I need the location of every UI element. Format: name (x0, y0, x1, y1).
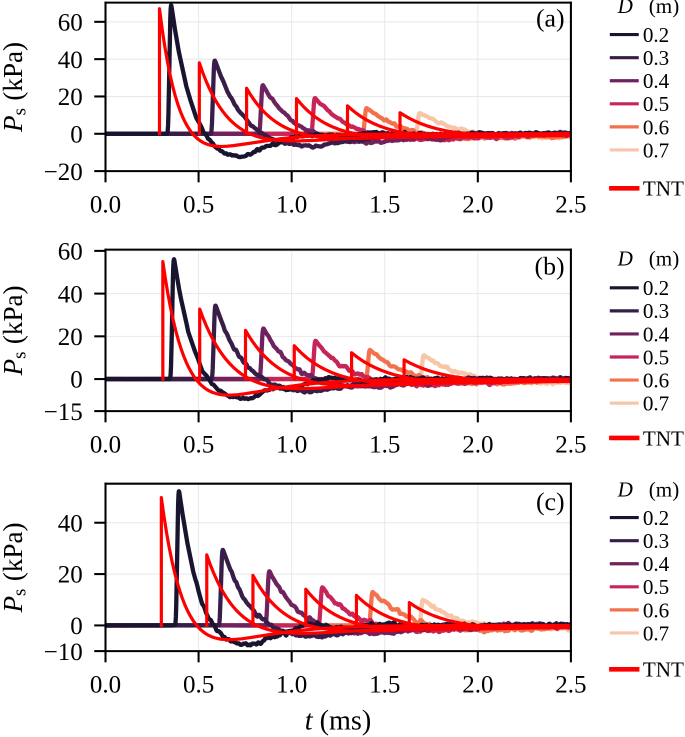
svg-text:0.5: 0.5 (183, 672, 214, 699)
svg-text:0.5: 0.5 (643, 92, 669, 116)
svg-text:−15: −15 (44, 399, 83, 426)
svg-text:2.5: 2.5 (555, 432, 586, 459)
svg-text:0.3: 0.3 (643, 299, 669, 323)
svg-text:0.0: 0.0 (90, 432, 121, 459)
svg-text:0: 0 (70, 121, 83, 148)
svg-text:0.5: 0.5 (643, 345, 669, 369)
svg-text:D: D ( m ) (617, 0, 680, 18)
svg-text:0: 0 (70, 613, 83, 640)
svg-text:40: 40 (58, 47, 83, 74)
svg-text:(c): (c) (536, 487, 565, 516)
svg-text:2.5: 2.5 (555, 192, 586, 219)
svg-text:2.0: 2.0 (462, 672, 493, 699)
svg-text:1.0: 1.0 (276, 192, 307, 219)
svg-text:20: 20 (58, 324, 83, 351)
svg-text:−20: −20 (44, 159, 83, 186)
svg-text:0.6: 0.6 (643, 115, 669, 139)
svg-text:0.2: 0.2 (643, 23, 669, 47)
svg-text:D: D ( m ) (617, 245, 680, 270)
svg-text:t ( m: t ( m s ) (305, 706, 371, 737)
svg-text:0.6: 0.6 (643, 598, 669, 622)
svg-text:0.2: 0.2 (643, 506, 669, 530)
svg-text:0.2: 0.2 (643, 276, 669, 300)
svg-text:1.0: 1.0 (276, 432, 307, 459)
svg-text:−10: −10 (44, 639, 83, 666)
svg-text:60: 60 (58, 239, 83, 266)
svg-text:0.4: 0.4 (643, 322, 670, 346)
svg-text:0.3: 0.3 (643, 529, 669, 553)
svg-text:0: 0 (70, 367, 83, 394)
svg-text:0.7: 0.7 (643, 621, 669, 645)
svg-text:0.4: 0.4 (643, 69, 670, 93)
svg-text:40: 40 (58, 510, 83, 537)
svg-text:P s (: P s ( k P a ) (0, 42, 31, 133)
svg-text:(b): (b) (534, 251, 564, 280)
svg-text:0.3: 0.3 (643, 46, 669, 70)
svg-text:0.5: 0.5 (183, 192, 214, 219)
svg-text:2.5: 2.5 (555, 672, 586, 699)
svg-text:1.0: 1.0 (276, 672, 307, 699)
svg-text:TNT: TNT (643, 426, 684, 450)
svg-text:2.0: 2.0 (462, 432, 493, 459)
svg-text:0.6: 0.6 (643, 368, 669, 392)
svg-text:0.0: 0.0 (90, 192, 121, 219)
svg-text:P s (: P s ( k P a ) (0, 522, 31, 613)
svg-text:0.5: 0.5 (643, 575, 669, 599)
svg-text:2.0: 2.0 (462, 192, 493, 219)
svg-text:1.5: 1.5 (369, 432, 400, 459)
svg-text:40: 40 (58, 281, 83, 308)
svg-text:0.7: 0.7 (643, 392, 669, 416)
svg-text:60: 60 (58, 9, 83, 36)
svg-text:1.5: 1.5 (369, 192, 400, 219)
svg-text:0.4: 0.4 (643, 552, 670, 576)
svg-text:P s (: P s ( k P a ) (0, 285, 31, 376)
svg-text:TNT: TNT (643, 658, 684, 682)
svg-text:0.5: 0.5 (183, 432, 214, 459)
svg-text:TNT: TNT (643, 177, 684, 201)
svg-text:(a): (a) (536, 3, 565, 32)
svg-text:20: 20 (58, 84, 83, 111)
svg-text:1.5: 1.5 (369, 672, 400, 699)
svg-text:20: 20 (58, 562, 83, 589)
svg-text:0.0: 0.0 (90, 672, 121, 699)
svg-text:D: D ( m ) (617, 476, 680, 501)
svg-text:0.7: 0.7 (643, 138, 669, 162)
